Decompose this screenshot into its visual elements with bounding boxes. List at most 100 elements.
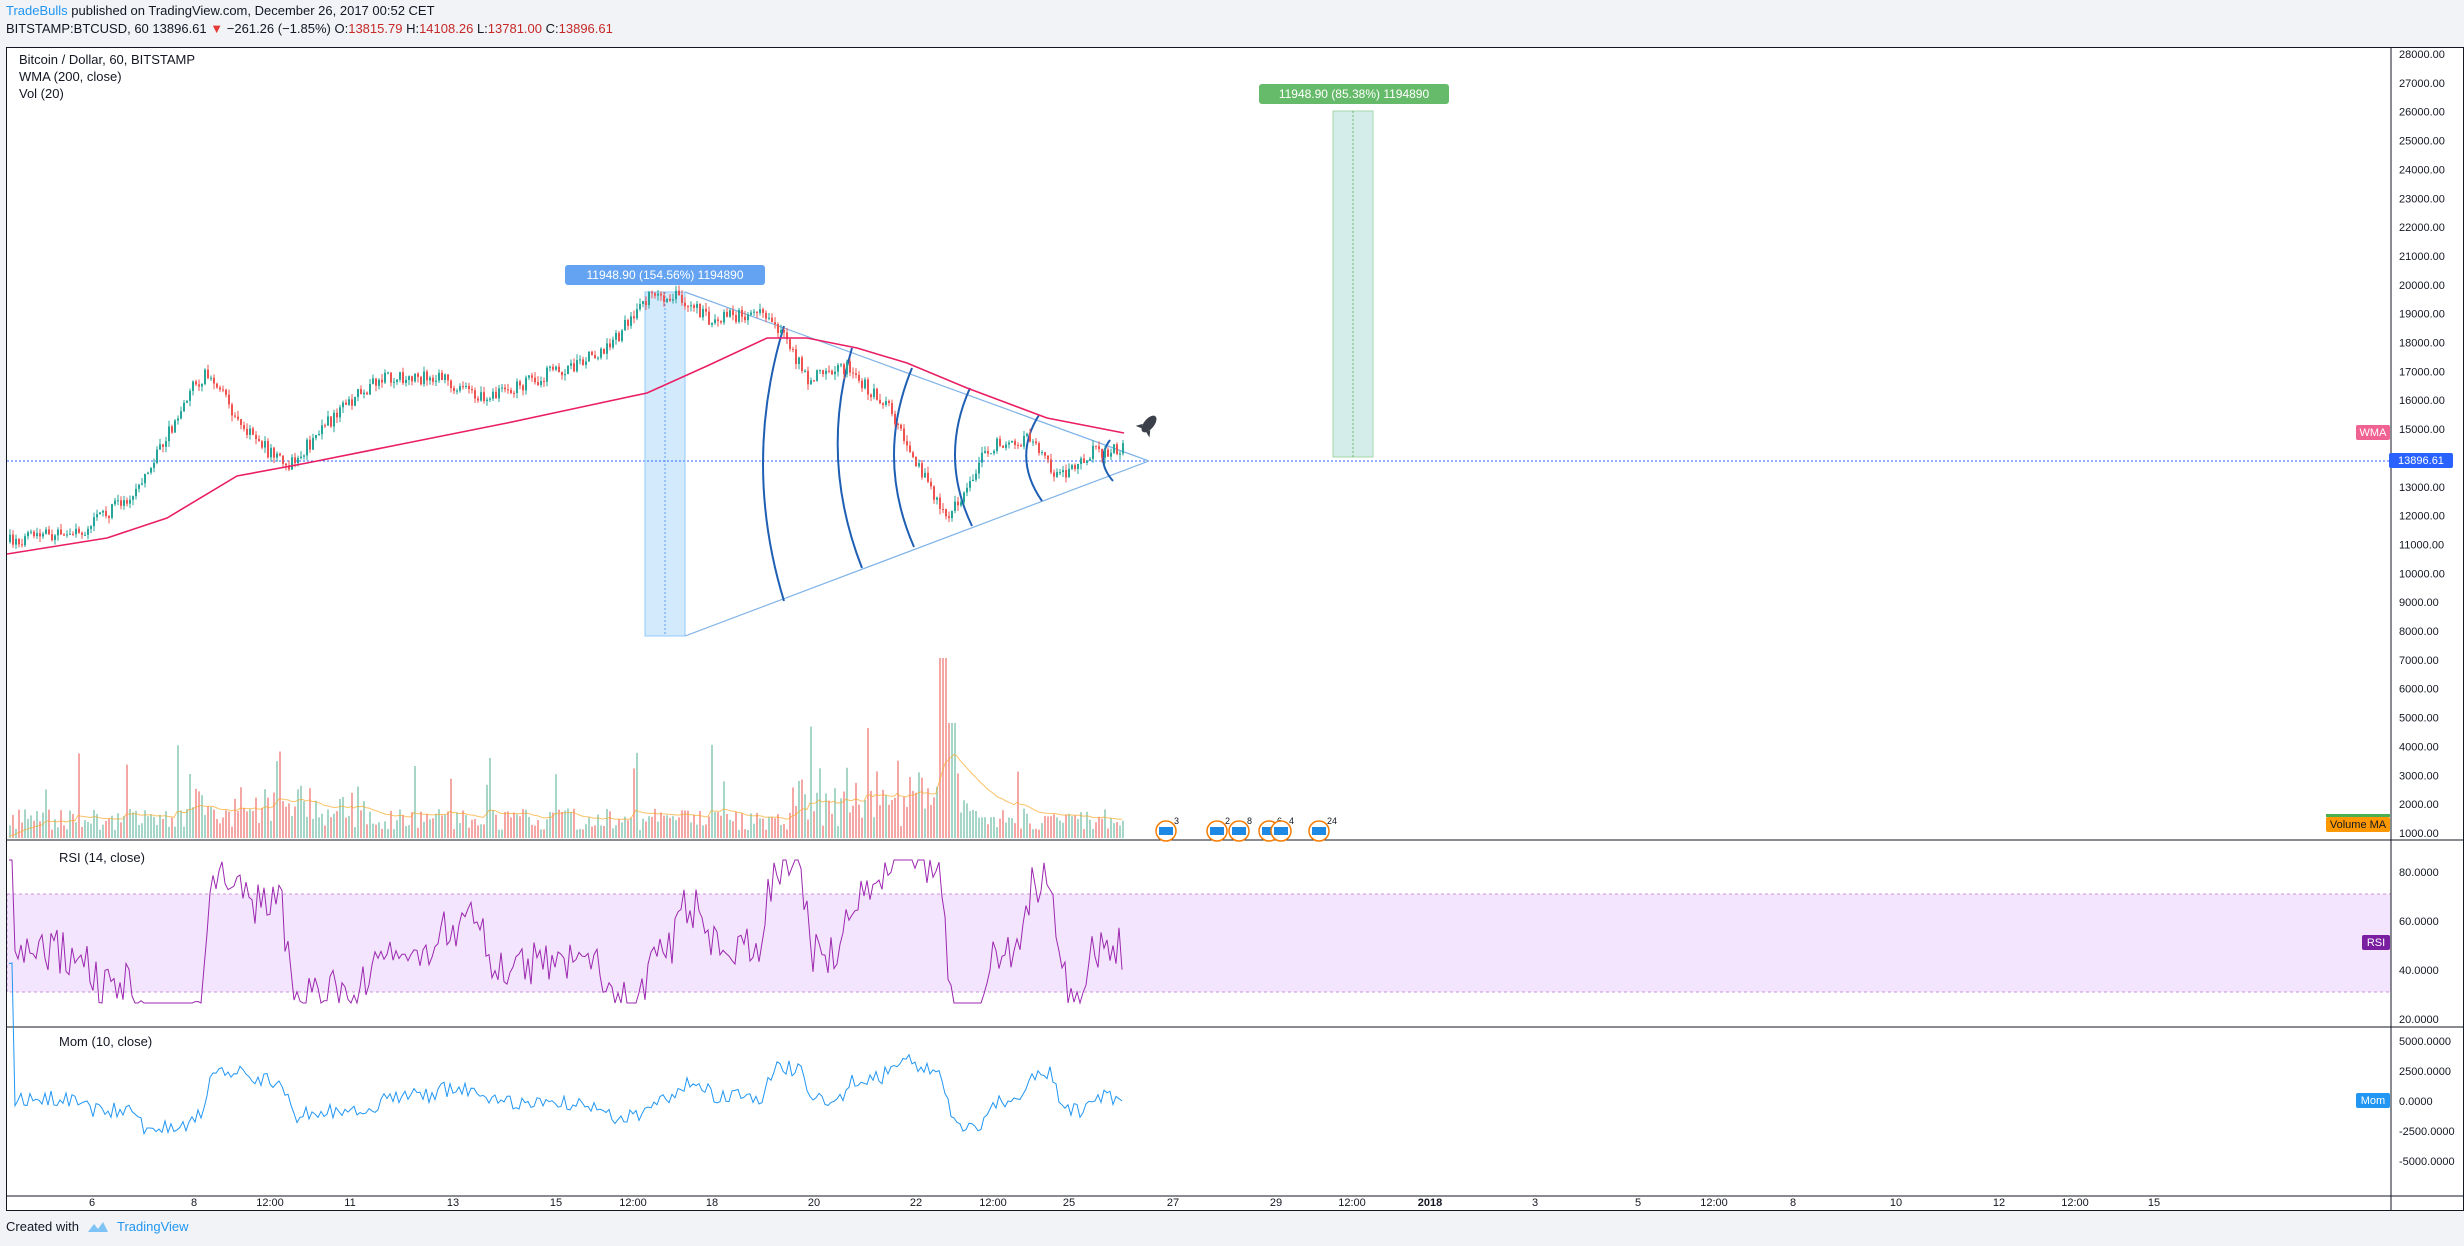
time-tick-label: 2018 [1418,1197,1442,1209]
volume-bar [876,771,878,838]
candle-body [711,323,713,325]
volume-bar [1116,822,1118,838]
time-tick-label: 12:00 [1700,1197,1728,1209]
volume-bar [594,825,596,838]
volume-bar [114,829,116,838]
volume-bar [630,818,632,838]
candle-body [438,372,440,381]
volume-bar [690,822,692,838]
candle-body [798,357,800,365]
candle-body [387,372,389,374]
candle-body [699,303,701,318]
price-tick-label: 20000.00 [2399,280,2445,292]
time-axis[interactable]: 6 8 12:00 11 13 15 12:00 18 20 22 12:00 25 27 29 12:00… [89,1197,2160,1209]
volume-bar [678,817,680,838]
price-tick-label: 19000.00 [2399,309,2445,321]
volume-bar [894,797,896,838]
volume-bar [1080,812,1082,838]
volume-bar [978,817,980,838]
candle-body [717,319,719,321]
volume-bar [15,828,17,838]
volume-bar [336,811,338,838]
volume-bar [759,818,761,838]
volume-bar [333,813,335,838]
volume-bar [459,823,461,838]
flag-field [1210,827,1224,835]
rsi-badge: RSI [2367,937,2385,949]
volume-bar [186,809,188,838]
volume-bar [747,829,749,838]
vol-legend[interactable]: Vol (20) [19,86,64,101]
volume-bar [585,824,587,838]
chart-canvas[interactable]: 11948.90 (154.56%) 1194890 11948.90 (85.3… [7,48,2463,1210]
flag-field [1232,827,1246,835]
candle-body [78,528,80,533]
volume-bar [306,816,308,838]
volume-bar [663,815,665,838]
volume-bar [360,810,362,838]
candle-body [183,402,185,412]
volume-bar [1107,828,1109,838]
volume-bar [1062,822,1064,838]
tradingview-link[interactable]: TradingView [116,1219,189,1234]
volume-bar [543,829,545,838]
candle-body [771,317,773,323]
candle-body [186,400,188,403]
event-count: 2 [1225,816,1230,826]
candle-body [1086,460,1088,463]
candle-body [600,348,602,358]
candle-body [846,361,848,374]
volume-bar [402,814,404,838]
chart-area[interactable]: 11948.90 (154.56%) 1194890 11948.90 (85.3… [6,47,2464,1211]
candle-body [72,533,74,535]
candle-body [906,440,908,446]
candle-body [324,425,326,427]
drawing-layer[interactable]: 11948.90 (154.56%) 1194890 11948.90 (85.3… [565,84,1449,637]
candle-body [159,444,161,450]
candle-body [864,379,866,389]
candle-body [450,380,452,389]
candle-body [837,365,839,372]
candle-body [666,298,668,302]
candle-body [372,378,374,384]
volume-bar [975,811,977,838]
volume-bar [885,795,887,838]
volume-bar [996,826,998,838]
volume-bar [249,809,251,838]
volume-ma-badge: Volume MA [2330,819,2387,831]
volume-bar [162,818,164,838]
volume-bar [858,804,860,838]
volume-bar [552,812,554,838]
time-tick-label: 27 [1167,1197,1179,1209]
candle-body [1080,458,1082,464]
volume-bar [288,803,290,838]
candle-body [729,310,731,317]
event-markers[interactable]: 3286424 [1155,816,1337,842]
volume-bar [72,813,74,838]
candle-body [414,373,416,382]
volume-bar [399,809,401,838]
candle-body [357,389,359,397]
candle-body [429,377,431,381]
candle-body [1110,452,1112,457]
candle-body [972,479,974,482]
price-axis[interactable]: 28000.00 27000.00 26000.00 25000.00 24000.00… [2399,49,2455,1168]
volume-bar [1041,823,1043,838]
volume-bar [81,827,83,838]
volume-bar [930,804,932,838]
volume-bar [822,825,824,838]
volume-bar [261,807,263,838]
candle-body [894,413,896,424]
candle-body [1035,441,1037,444]
candle-body [858,374,860,381]
wma-legend[interactable]: WMA (200, close) [19,69,122,84]
change-value: −261.26 (−1.85%) [226,21,331,36]
candle-body [222,389,224,391]
volume-bar [9,825,11,838]
candle-body [774,322,776,325]
volume-bar [378,822,380,838]
candle-body [849,361,851,373]
time-tick-label: 25 [1063,1197,1075,1209]
author-link[interactable]: TradeBulls [6,3,68,18]
candle-body [39,533,41,537]
